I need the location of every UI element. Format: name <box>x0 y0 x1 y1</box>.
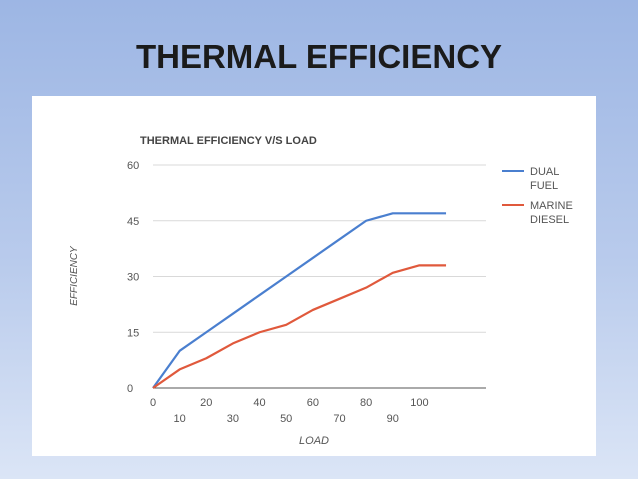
x-tick-label: 50 <box>280 413 292 425</box>
x-tick-label: 30 <box>227 413 239 425</box>
series-line-dual-fuel <box>152 212 447 389</box>
x-tick-label: 10 <box>174 413 186 425</box>
legend-label: DIESEL <box>530 214 569 226</box>
x-tick-label: 70 <box>333 413 345 425</box>
chart-title: THERMAL EFFICIENCY V/S LOAD <box>140 135 317 147</box>
y-tick-label: 30 <box>127 272 139 284</box>
legend-label: DUAL <box>530 166 559 178</box>
x-tick-label: 20 <box>200 397 212 409</box>
y-tick-label: 15 <box>127 327 139 339</box>
x-tick-label: 40 <box>253 397 265 409</box>
x-tick-label: 60 <box>307 397 319 409</box>
y-tick-label: 45 <box>127 216 139 228</box>
x-tick-label: 80 <box>360 397 372 409</box>
x-tick-label: 100 <box>410 397 428 409</box>
x-tick-label: 90 <box>387 413 399 425</box>
y-tick-label: 60 <box>127 160 139 172</box>
series-line-marine-diesel <box>152 264 447 389</box>
slide-title: THERMAL EFFICIENCY <box>135 38 503 75</box>
x-tick-label: 0 <box>150 397 156 409</box>
y-axis-label: EFFICIENCY <box>69 245 80 306</box>
efficiency-chart: THERMAL EFFICIENCY V/S LOAD EFFICIENCY L… <box>69 135 573 447</box>
chart-panel: THERMAL EFFICIENCY V/S LOAD EFFICIENCY L… <box>32 96 596 456</box>
y-tick-label: 0 <box>127 383 133 395</box>
legend-label: MARINE <box>530 200 573 212</box>
legend-label: FUEL <box>530 180 558 192</box>
x-axis-label: LOAD <box>299 435 329 447</box>
